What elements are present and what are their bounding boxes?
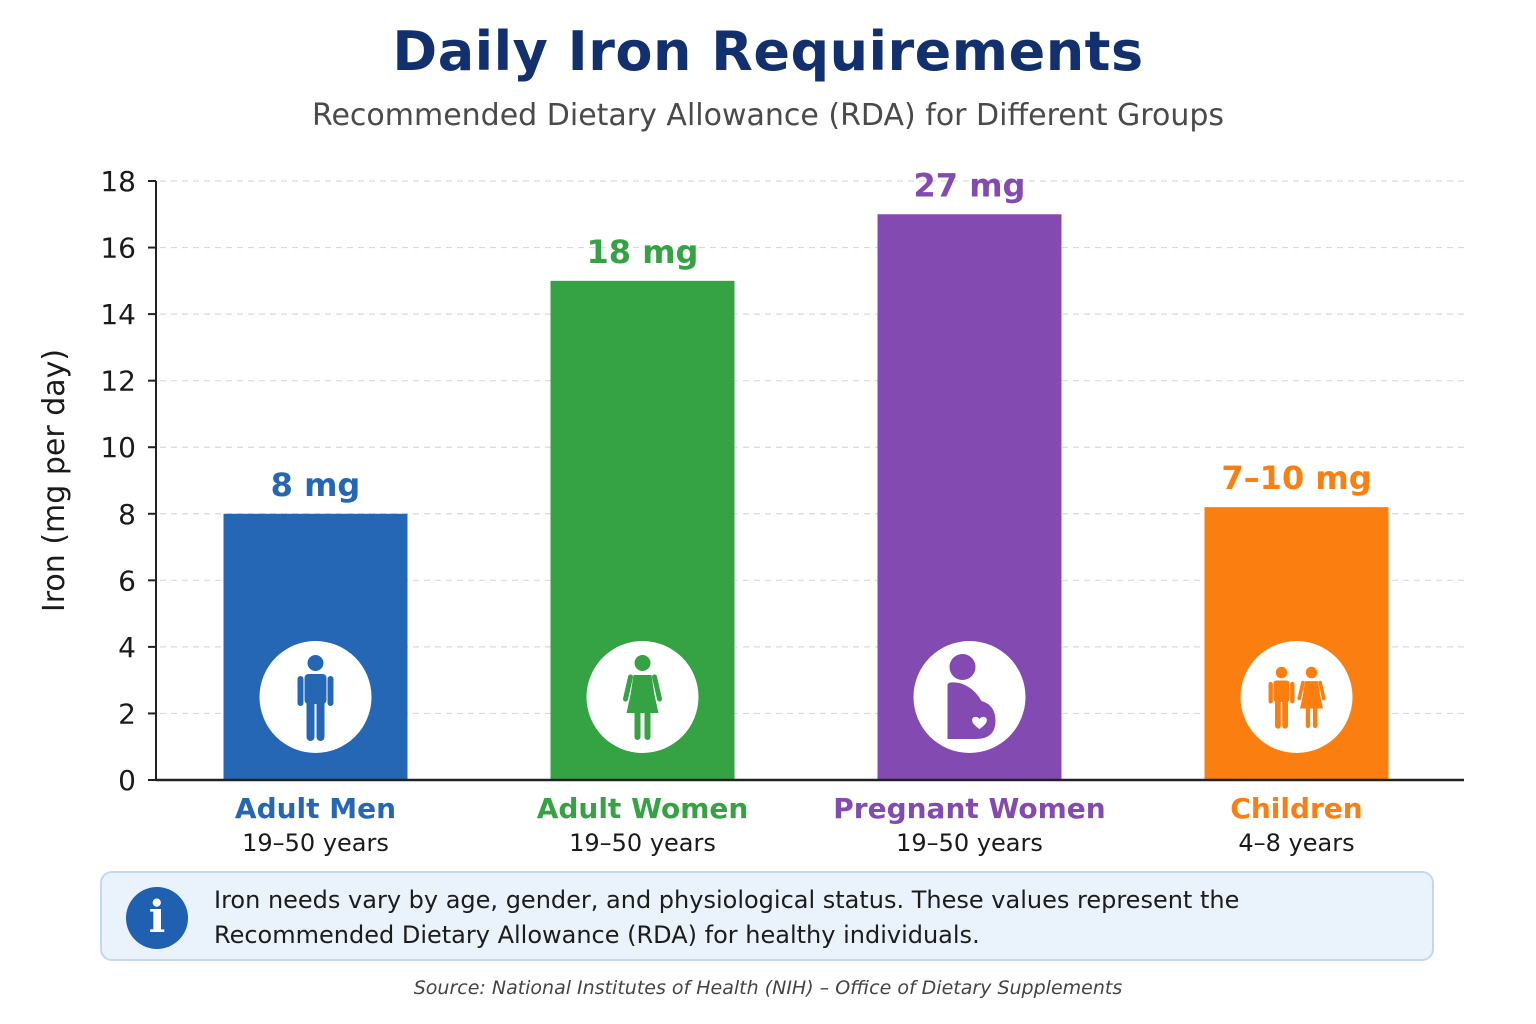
x-tick-sublabel: 19–50 years bbox=[896, 829, 1043, 857]
y-tick-label: 12 bbox=[100, 365, 136, 398]
data-label: 27 mg bbox=[914, 166, 1026, 204]
bar-group-pregnant-women: 27 mg Pregnant Women 19–50 years bbox=[833, 166, 1105, 857]
y-tick-label: 6 bbox=[118, 564, 136, 597]
info-note: i Iron needs vary by age, gender, and ph… bbox=[100, 871, 1434, 961]
y-tick-label: 10 bbox=[100, 431, 136, 464]
man-icon bbox=[259, 641, 372, 753]
x-tick-label: Pregnant Women bbox=[833, 792, 1105, 825]
children-icon bbox=[1240, 641, 1353, 753]
x-tick-label: Adult Men bbox=[235, 792, 396, 825]
x-tick-sublabel: 4–8 years bbox=[1238, 829, 1354, 857]
icon-circle bbox=[1240, 641, 1353, 753]
woman-icon bbox=[586, 641, 699, 753]
info-note-text: Iron needs vary by age, gender, and phys… bbox=[214, 886, 1240, 949]
y-tick-label: 0 bbox=[118, 764, 136, 797]
y-tick-label: 4 bbox=[118, 631, 136, 664]
x-tick-label: Children bbox=[1230, 792, 1362, 825]
info-icon: i bbox=[126, 887, 188, 949]
chart-subtitle: Recommended Dietary Allowance (RDA) for … bbox=[311, 98, 1225, 133]
y-tick-label: 8 bbox=[118, 498, 136, 531]
pregnant-woman-icon bbox=[913, 641, 1026, 753]
data-label: 7–10 mg bbox=[1221, 459, 1371, 497]
bar-group-adult-women: 18 mg Adult Women 19–50 years bbox=[537, 233, 749, 857]
y-tick-label: 2 bbox=[118, 697, 136, 730]
y-axis-label: Iron (mg per day) bbox=[37, 349, 72, 612]
y-tick-label: 18 bbox=[100, 165, 136, 198]
y-tick-label: 14 bbox=[100, 298, 136, 331]
data-label: 18 mg bbox=[587, 233, 699, 271]
y-tick-label: 16 bbox=[100, 232, 136, 265]
source-citation: Source: National Institutes of Health (N… bbox=[413, 977, 1123, 999]
x-tick-label: Adult Women bbox=[537, 792, 749, 825]
data-label: 8 mg bbox=[271, 466, 361, 504]
bar-group-adult-men: 8 mg Adult Men 19–50 years bbox=[223, 466, 408, 857]
x-tick-sublabel: 19–50 years bbox=[569, 829, 716, 857]
chart-title: Daily Iron Requirements bbox=[392, 20, 1144, 83]
bar-chart: 0 2 4 6 8 10 12 14 16 18 Iron (mg per day) 8 mg Adul… bbox=[37, 165, 1464, 857]
bar-group-children: 7–10 mg Children 4–8 years bbox=[1204, 459, 1389, 857]
x-tick-sublabel: 19–50 years bbox=[242, 829, 389, 857]
